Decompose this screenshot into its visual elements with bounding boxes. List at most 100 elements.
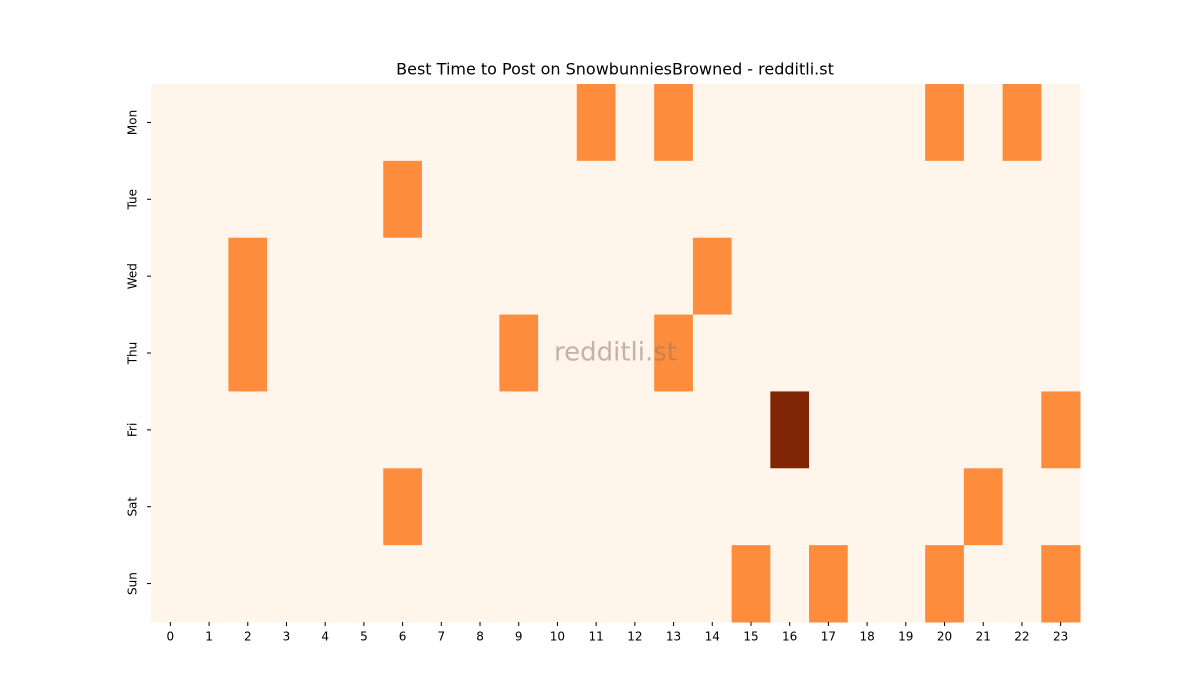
heatmap-cell: [576, 160, 616, 239]
heatmap-cell: [1041, 314, 1081, 392]
heatmap-cell: [654, 84, 694, 162]
heatmap-cell: [963, 160, 1004, 239]
heatmap-cell: [383, 468, 423, 546]
heatmap-cell: [576, 237, 616, 316]
heatmap-cell: [731, 84, 771, 162]
heatmap-cell: [847, 237, 887, 316]
y-tick-label: Thu: [126, 342, 140, 366]
heatmap-cell: [925, 84, 965, 162]
heatmap-cell: [770, 545, 810, 623]
heatmap-cell: [615, 160, 655, 239]
heatmap-cell: [151, 160, 191, 239]
x-tick-label: 6: [399, 630, 407, 644]
heatmap-cell: [963, 314, 1004, 392]
heatmap-cell: [460, 237, 500, 316]
x-tick-label: 19: [898, 630, 913, 644]
heatmap-cell: [267, 391, 307, 469]
heatmap-cell: [421, 160, 462, 239]
heatmap-cell: [770, 314, 810, 392]
x-tick-label: 12: [627, 630, 642, 644]
heatmap-cell: [1002, 545, 1042, 623]
heatmap-cell: [421, 84, 462, 162]
x-tick-label: 18: [859, 630, 874, 644]
heatmap-cell: [847, 314, 887, 392]
heatmap-cell: [421, 545, 462, 623]
heatmap-cell: [189, 468, 229, 546]
heatmap-cell: [731, 160, 771, 239]
heatmap-cell: [654, 468, 694, 546]
chart-title: Best Time to Post on SnowbunniesBrowned …: [396, 60, 834, 79]
y-tick-label: Fri: [126, 423, 140, 437]
y-tick-label: Sat: [126, 497, 140, 517]
heatmap-cell: [809, 391, 849, 469]
heatmap-cell: [344, 237, 384, 316]
heatmap-cell: [1041, 237, 1081, 316]
heatmap-cell: [499, 468, 539, 546]
x-tick-label: 10: [550, 630, 565, 644]
heatmap-cell: [963, 84, 1004, 162]
heatmap-cell: [1041, 545, 1081, 623]
heatmap-cell: [1041, 84, 1081, 162]
heatmap-cell: [963, 545, 1004, 623]
heatmap-cell: [151, 237, 191, 316]
heatmap-cell: [809, 237, 849, 316]
heatmap-cell: [809, 468, 849, 546]
heatmap-cell: [421, 237, 462, 316]
heatmap-cell: [576, 468, 616, 546]
heatmap-cell: [654, 314, 694, 392]
x-tick-label: 14: [705, 630, 720, 644]
heatmap-cell: [267, 545, 307, 623]
x-tick-label: 4: [321, 630, 329, 644]
heatmap-cell: [228, 468, 268, 546]
heatmap-cell: [654, 391, 694, 469]
heatmap-cell: [460, 160, 500, 239]
heatmap-cell: [886, 468, 926, 546]
y-tick-label: Sun: [126, 572, 140, 595]
y-tick-label: Mon: [126, 110, 140, 135]
x-tick-label: 1: [205, 630, 213, 644]
heatmap-cell: [692, 84, 733, 162]
heatmap-cell: [538, 468, 578, 546]
heatmap-cell: [189, 314, 229, 392]
x-tick-label: 23: [1053, 630, 1068, 644]
heatmap-cell: [1041, 160, 1081, 239]
heatmap-cell: [383, 545, 423, 623]
heatmap-cell: [692, 160, 733, 239]
heatmap-cell: [383, 84, 423, 162]
x-tick-label: 3: [283, 630, 291, 644]
heatmap-cell: [228, 84, 268, 162]
heatmap-cell: [267, 84, 307, 162]
heatmap-cell: [189, 545, 229, 623]
heatmap-cell: [576, 84, 616, 162]
heatmap-cell: [538, 84, 578, 162]
heatmap-cell: [538, 314, 578, 392]
heatmap-cell: [886, 160, 926, 239]
heatmap-cell: [925, 237, 965, 316]
heatmap-cell: [499, 391, 539, 469]
axes: 0 1 2 3 4 5 6 7 8 9 10 11 12 13 14 15 16 17 18 19 20 21 22 23Mo…: [126, 110, 1069, 644]
heatmap-cell: [1041, 391, 1081, 469]
heatmap-cell: [925, 160, 965, 239]
heatmap-cell: [925, 545, 965, 623]
heatmap-cell: [692, 545, 733, 623]
heatmap-cell: [344, 468, 384, 546]
x-tick-label: 15: [743, 630, 758, 644]
heatmap-cell: [1041, 468, 1081, 546]
heatmap-cell: [344, 84, 384, 162]
heatmap-cell: [925, 391, 965, 469]
heatmap-cell: [538, 391, 578, 469]
heatmap-cell: [538, 237, 578, 316]
heatmap-cell: [499, 314, 539, 392]
heatmap-cell: [731, 314, 771, 392]
heatmap-cell: [189, 391, 229, 469]
heatmap-cell: [499, 160, 539, 239]
heatmap-cell: [692, 468, 733, 546]
heatmap-cell: [538, 160, 578, 239]
heatmap-cell: [770, 237, 810, 316]
heatmap-cell: [267, 237, 307, 316]
heatmap-cell: [151, 84, 191, 162]
heatmap-cell: [499, 84, 539, 162]
heatmap-cell: [228, 314, 268, 392]
heatmap-cell: [151, 314, 191, 392]
x-tick-label: 22: [1014, 630, 1029, 644]
